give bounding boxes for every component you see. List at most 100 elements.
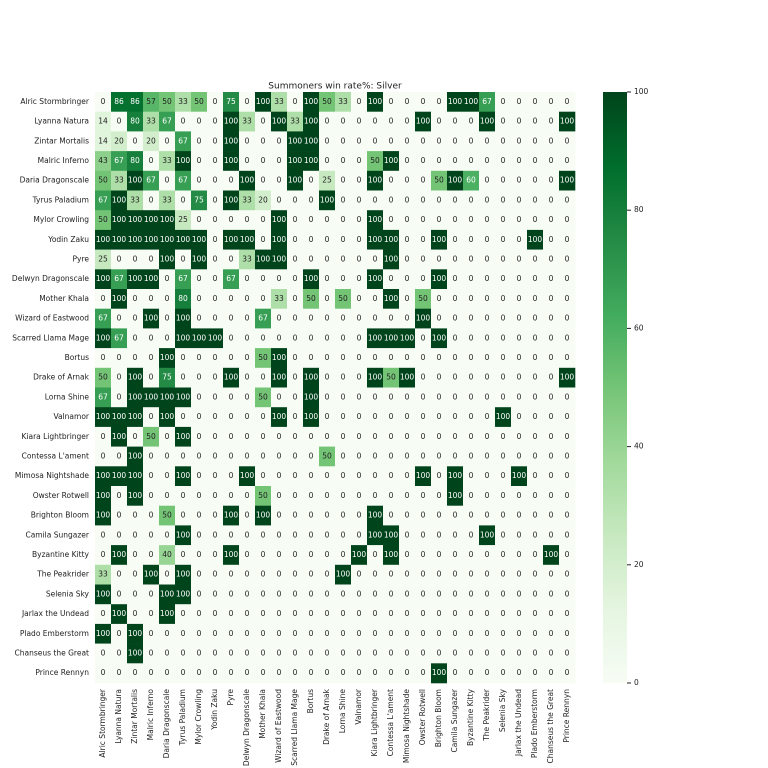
cell-label: 0 [165,294,170,303]
heatmap-cell [479,308,496,329]
heatmap-cell [287,623,304,644]
heatmap-cell [271,486,288,506]
cell-label: 0 [389,570,394,579]
heatmap-cell [143,170,160,191]
cell-label: 0 [357,530,362,539]
cell-label: 100 [368,511,383,520]
heatmap-cell [527,407,544,428]
cell-label: 0 [293,294,298,303]
y-tick-label: Brighton Bloom [31,511,89,520]
cell-label: 0 [325,412,330,421]
heatmap-cell [111,486,128,506]
cell-label: 100 [112,471,127,480]
cell-label: 0 [485,274,490,283]
heatmap-cell [319,348,336,369]
heatmap-cell [415,584,432,605]
cell-label: 0 [293,550,298,559]
cell-label: 0 [565,530,570,539]
heatmap-cell [335,643,352,664]
heatmap-cell [159,545,176,566]
colorbar-tick-label: 40 [634,442,644,451]
heatmap-cell [431,308,448,329]
heatmap-cell [559,643,576,664]
heatmap-cell [463,643,480,664]
cell-label: 0 [165,570,170,579]
cell-label: 50 [322,97,332,106]
heatmap-cell [255,466,272,487]
heatmap-cell [127,367,144,388]
cell-label: 0 [517,215,522,224]
cell-label: 0 [149,550,154,559]
cell-label: 0 [389,648,394,657]
cell-label: 0 [549,294,554,303]
heatmap-cell [127,584,144,605]
y-tick-label: Kiara Lightbringer [21,432,89,441]
heatmap-cell [159,623,176,644]
cell-label: 0 [101,97,106,106]
cell-label: 0 [117,491,122,500]
heatmap-cell [527,604,544,625]
cell-label: 0 [229,471,234,480]
heatmap-cell [399,446,416,467]
cell-label: 0 [389,353,394,362]
heatmap-cell [191,564,208,585]
cell-label: 100 [176,589,191,598]
heatmap-cell [191,348,208,369]
cell-label: 67 [146,176,156,185]
cell-label: 0 [565,392,570,401]
cell-label: 0 [421,530,426,539]
heatmap-cell [527,387,544,408]
cell-label: 0 [469,314,474,323]
cell-label: 0 [389,176,394,185]
heatmap-cell [191,545,208,566]
heatmap-cell [431,643,448,664]
heatmap-cell [351,604,368,625]
heatmap-cell [367,604,384,625]
heatmap-cell [95,328,112,349]
cell-label: 100 [384,333,399,342]
heatmap-cell [447,170,464,191]
cell-label: 100 [128,392,143,401]
cell-label: 0 [453,274,458,283]
cell-label: 0 [373,254,378,263]
heatmap-cell [287,545,304,566]
y-tick-label: Daria Dragonscale [20,176,90,185]
heatmap-cell [463,426,480,447]
cell-label: 0 [469,136,474,145]
heatmap-cell [175,623,192,644]
cell-label: 0 [181,451,186,460]
cell-label: 33 [242,254,252,263]
heatmap-cell [143,505,160,526]
heatmap-cell [207,190,224,211]
cell-label: 0 [533,314,538,323]
cell-label: 100 [448,176,463,185]
cell-label: 0 [309,314,314,323]
cell-label: 100 [416,471,431,480]
heatmap-cell [479,505,496,526]
heatmap-cell [159,643,176,664]
cell-label: 0 [213,451,218,460]
heatmap-cell [447,367,464,388]
heatmap-cell [559,210,576,231]
heatmap-cell [495,308,512,329]
cell-label: 100 [368,215,383,224]
cell-label: 0 [453,235,458,244]
cell-label: 0 [325,235,330,244]
heatmap-cell [239,151,256,172]
heatmap-cell [399,623,416,644]
cell-label: 0 [213,392,218,401]
cell-label: 0 [293,589,298,598]
cell-label: 0 [341,511,346,520]
cell-label: 0 [357,195,362,204]
cell-label: 0 [405,353,410,362]
heatmap-cell [319,643,336,664]
heatmap-cell [447,387,464,408]
cell-label: 100 [560,373,575,382]
heatmap-cell [415,545,432,566]
cell-label: 0 [485,392,490,401]
heatmap-cell [335,604,352,625]
cell-label: 0 [501,432,506,441]
heatmap-cell [351,111,368,132]
heatmap-cell [511,466,528,487]
y-tick-label: Zintar Mortalis [34,136,89,145]
